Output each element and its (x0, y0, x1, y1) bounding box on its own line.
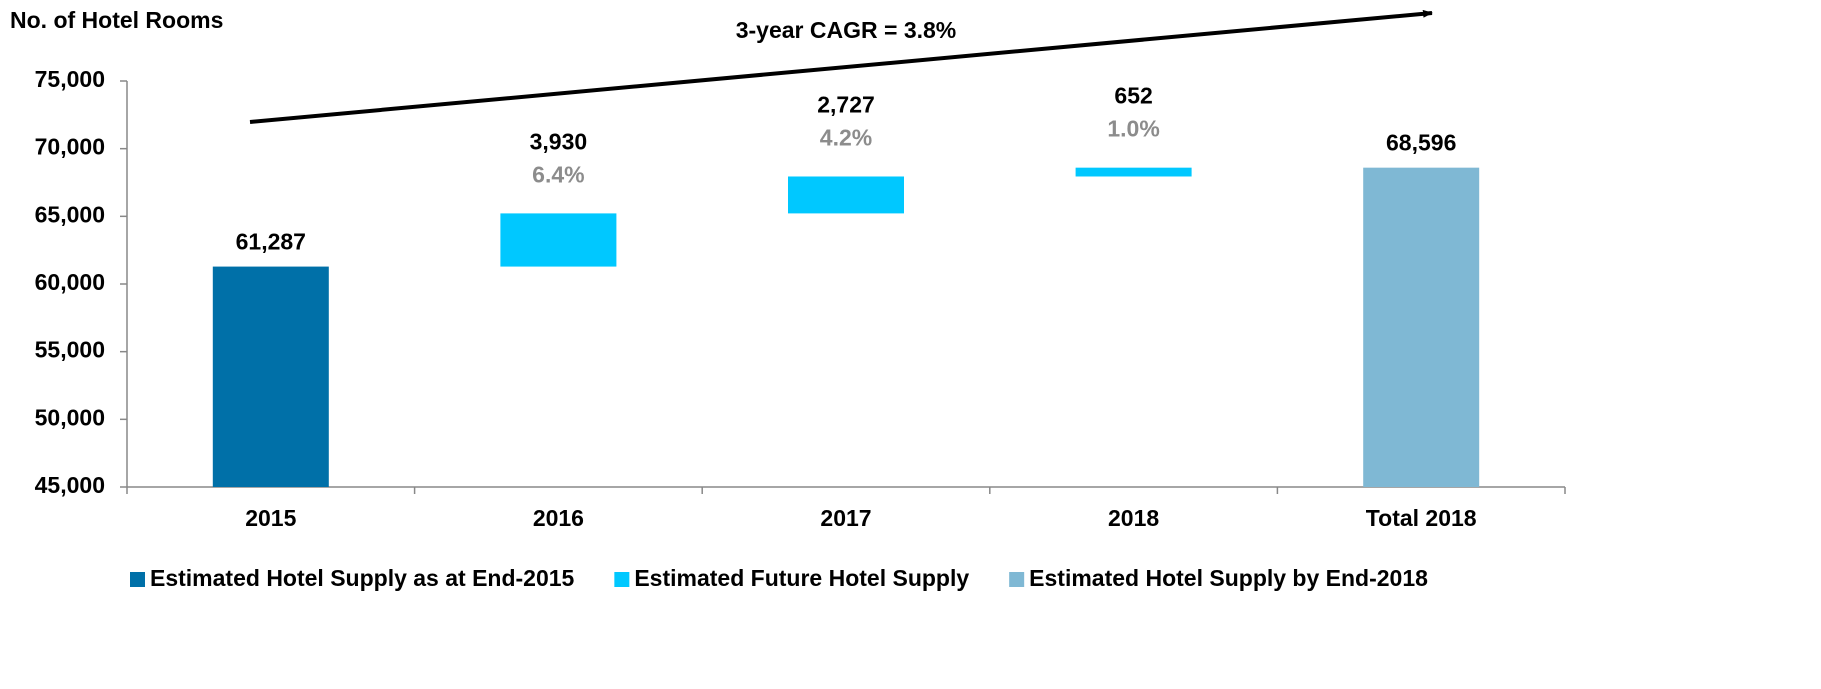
growth-label: 1.0% (1107, 116, 1159, 142)
annotation: 3-year CAGR = 3.8% (736, 17, 957, 43)
value-label: 652 (1114, 83, 1152, 109)
x-tick-label: 2016 (533, 505, 584, 531)
bar (788, 176, 904, 214)
y-tick-label: 45,000 (35, 472, 105, 498)
legend-label: Estimated Future Hotel Supply (634, 565, 969, 591)
legend-label: Estimated Hotel Supply by End-2018 (1029, 565, 1428, 591)
value-label: 68,596 (1386, 130, 1456, 156)
y-tick-label: 65,000 (35, 201, 105, 227)
legend-swatch (1009, 572, 1025, 587)
y-tick-label: 50,000 (35, 404, 105, 430)
bar (212, 266, 329, 487)
growth-label: 6.4% (532, 161, 584, 187)
value-label: 61,287 (236, 229, 306, 255)
y-tick-label: 75,000 (35, 66, 105, 92)
bar (1075, 167, 1192, 177)
y-tick-label: 70,000 (35, 134, 105, 160)
growth-label: 4.2% (820, 125, 872, 151)
axis-title: No. of Hotel Rooms (10, 7, 223, 33)
y-tick-label: 55,000 (35, 337, 105, 363)
legend-label: Estimated Hotel Supply as at End-2015 (150, 565, 575, 591)
value-label: 3,930 (530, 128, 588, 154)
y-tick-label: 60,000 (35, 269, 105, 295)
x-tick-label: 2018 (1108, 505, 1159, 531)
x-tick-label: 2017 (820, 505, 871, 531)
cagr-arrow (249, 9, 1433, 124)
x-tick-label: Total 2018 (1366, 505, 1477, 531)
bar (1363, 167, 1480, 487)
x-tick-label: 2015 (245, 505, 296, 531)
bar (500, 213, 617, 267)
legend-swatch (614, 572, 630, 587)
value-label: 2,727 (817, 92, 875, 118)
legend-swatch (130, 572, 145, 587)
